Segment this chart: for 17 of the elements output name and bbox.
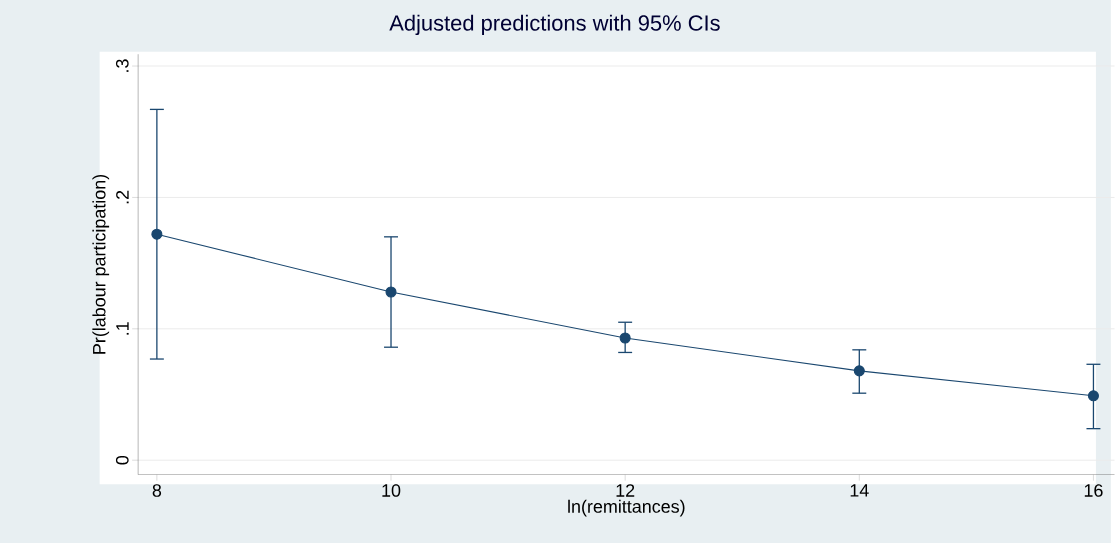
y-tick-label: 0 <box>115 455 129 465</box>
point <box>385 286 397 298</box>
point <box>853 365 865 377</box>
point <box>151 228 163 240</box>
x-tick-label: 8 <box>152 484 162 497</box>
x-tick-label: 16 <box>1084 484 1103 497</box>
x-tick-label: 12 <box>616 484 635 497</box>
x-tick-label: 14 <box>850 484 869 497</box>
x-tick-label: 10 <box>382 484 401 497</box>
y-tick-label: .1 <box>116 322 129 335</box>
y-tick-label: .3 <box>115 59 129 72</box>
point <box>619 332 631 344</box>
chart-title: Adjusted predictions with 95% CIs <box>389 14 720 36</box>
point <box>1087 390 1099 402</box>
y-axis-title: Pr(labour participation) <box>92 174 110 354</box>
y-tick-label: .2 <box>116 190 129 204</box>
x-axis-title: ln(remittances) <box>568 499 685 517</box>
